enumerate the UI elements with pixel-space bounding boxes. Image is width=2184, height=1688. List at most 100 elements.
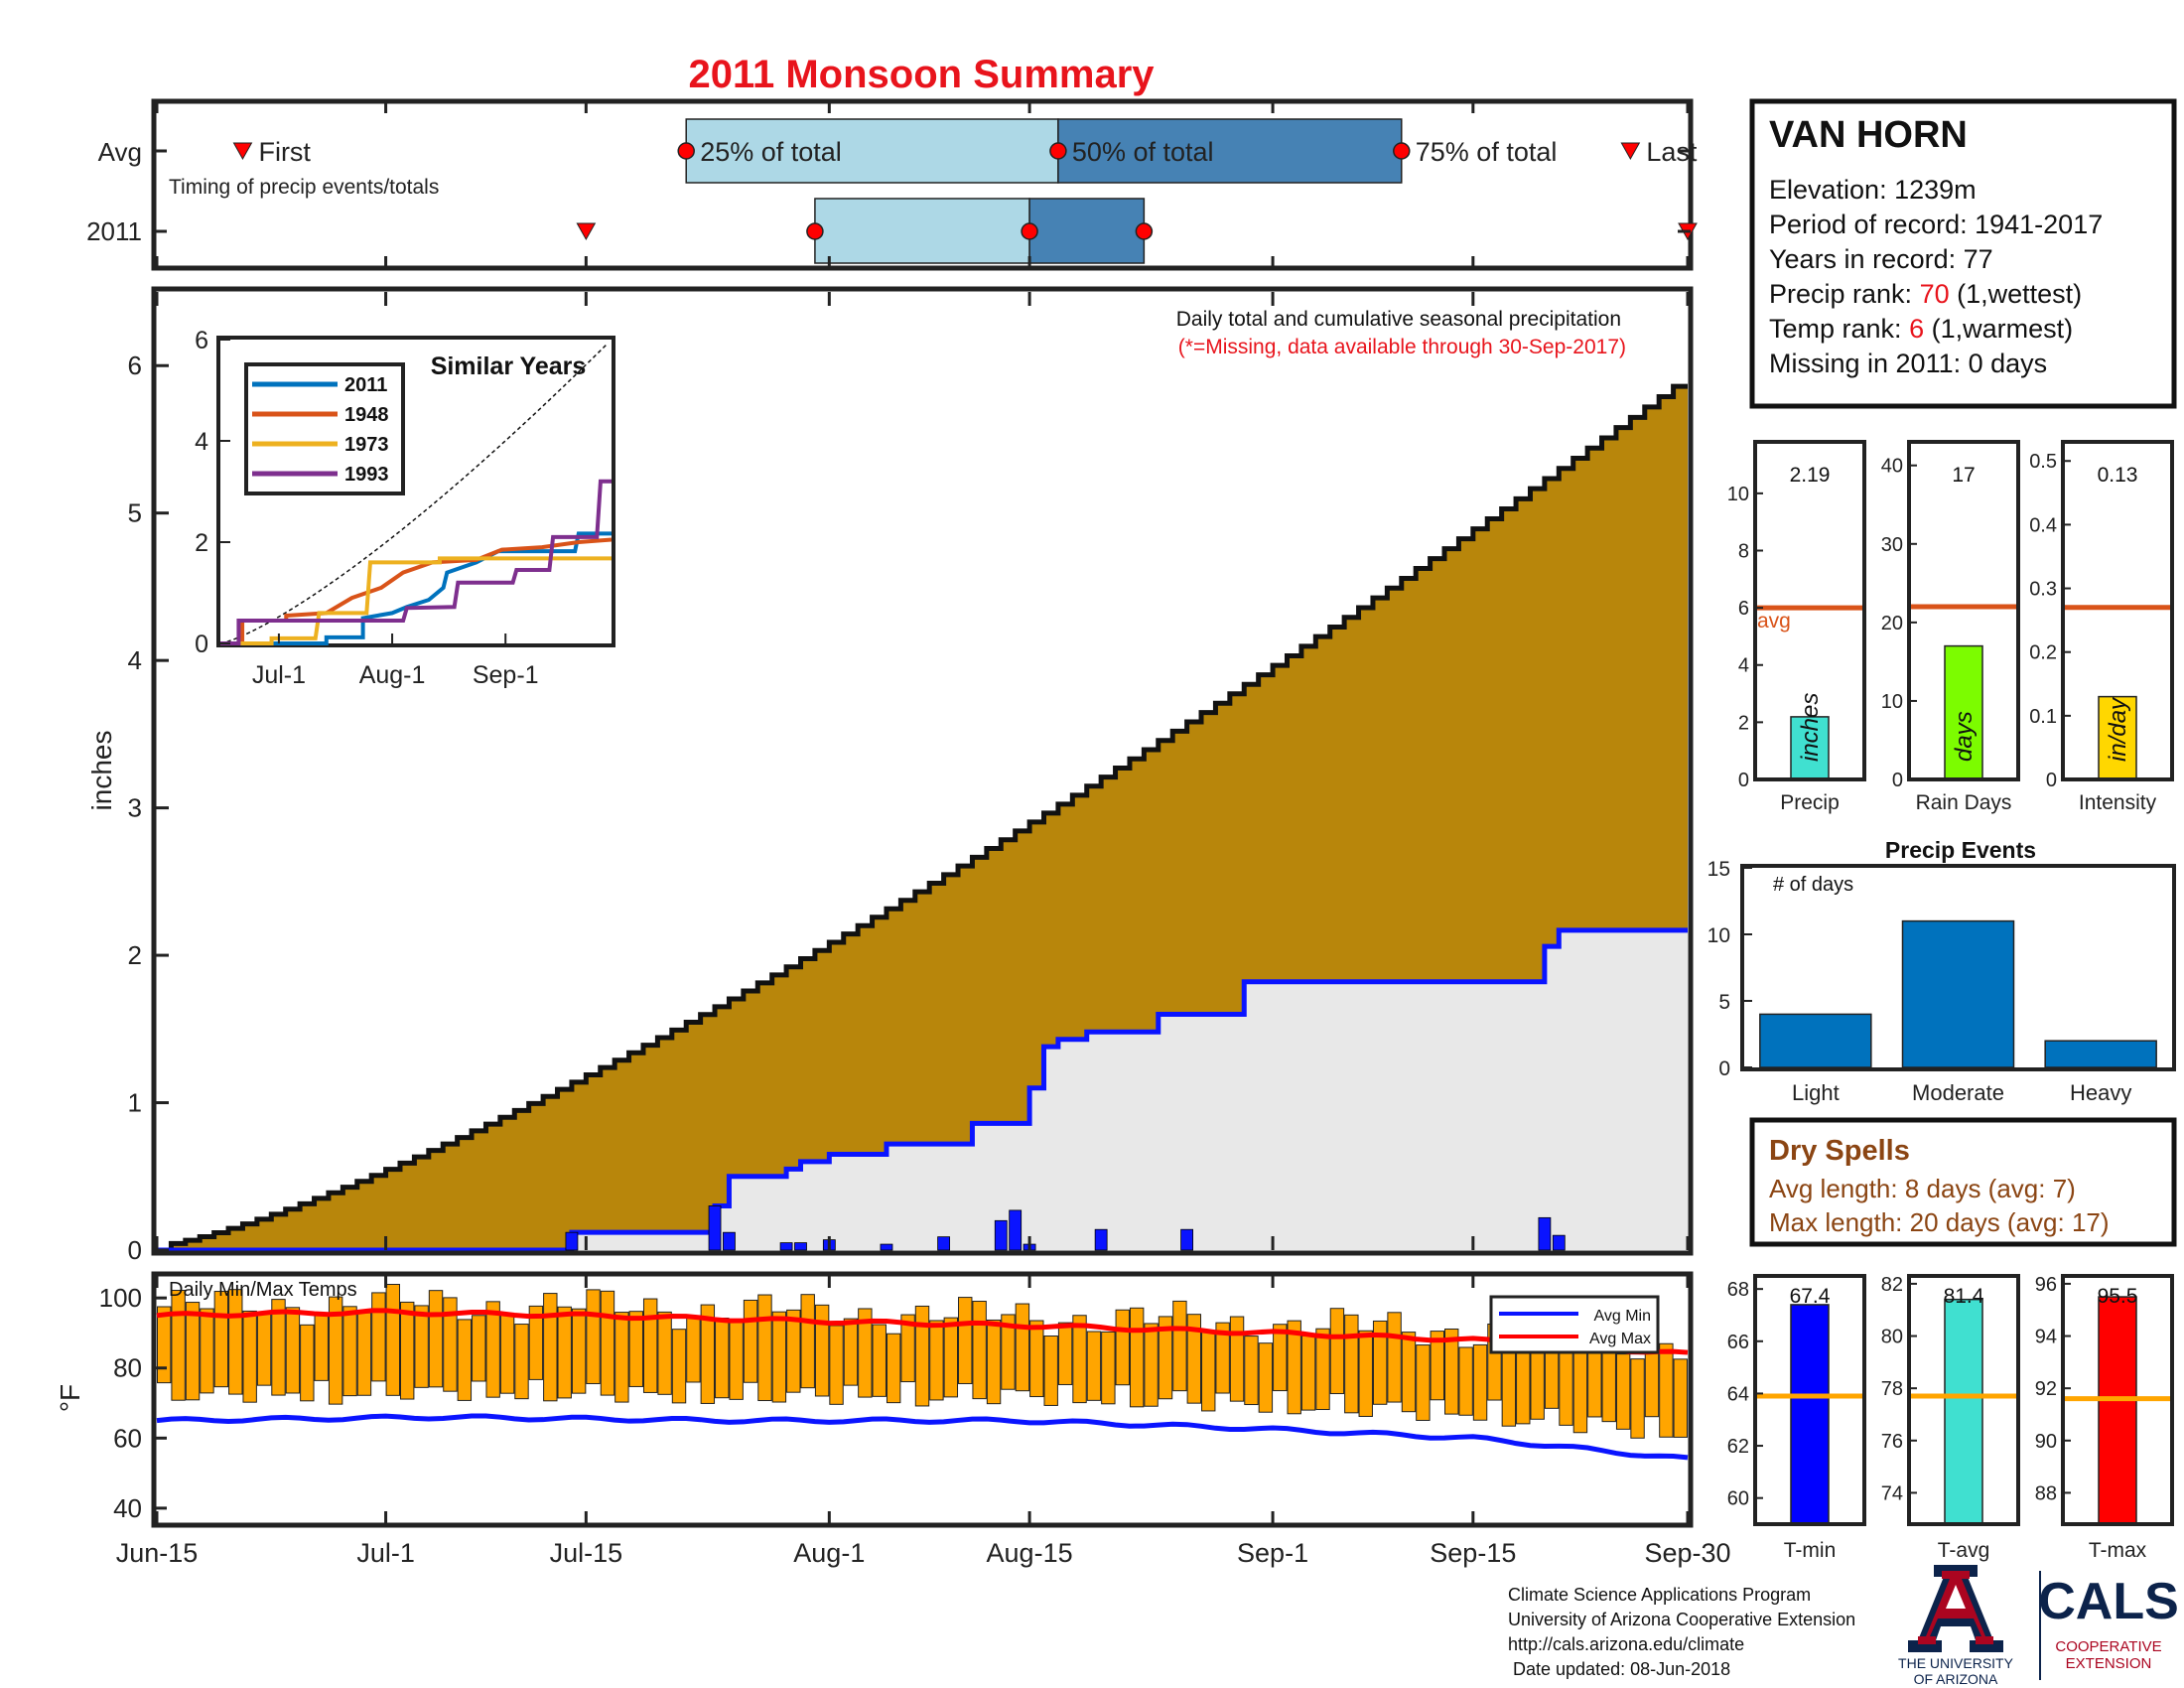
panel-label-T-min: T-min [1784,1539,1837,1562]
panel-ytick-label-Precip-10: 10 [1727,484,1749,505]
daily-precip-bar-1 [708,1205,722,1251]
panel-ytick-label-Intensity-0: 0 [2046,770,2057,791]
x-axis-label-7: Sep-30 [1644,1538,1730,1568]
x-axis-date-labels: Jun-15 Jul-1 Jul-15 Aug-1 Aug-15 Sep-1 Sep-15 S… [116,1538,1731,1568]
panel-label-T-max: T-max [2089,1539,2147,1562]
temp-plot-frame [151,1271,1694,1528]
timing-triangle-first-1 [576,222,597,241]
daily-temp-bar-2 [185,1302,201,1401]
panel-bar-T-max [2098,1296,2137,1525]
daily-temp-bar-19 [428,1290,444,1388]
daily-temp-bar-67 [1115,1309,1130,1386]
daily-temp-bar-37 [686,1316,701,1383]
x-axis-label-6: Sep-15 [1430,1538,1516,1568]
main-ytick-label-0: 0 [128,1235,142,1265]
daily-temp-bar-53 [914,1305,930,1407]
panel-bar-Precip [1790,716,1830,780]
daily-temp-bar-59 [1001,1314,1016,1390]
season-temps-panels: 60 62 64 66 68 67.4 T-min 74 76 78 80 82 81.4 T-avg 88… [1727,1274,2174,1562]
inset-legend-label-1948: 1948 [344,404,389,426]
cals-logo: CALS [2038,1573,2179,1630]
daily-temp-bar-54 [929,1320,944,1401]
daily-temp-bar-14 [356,1312,372,1396]
panel-label-T-avg: T-avg [1938,1539,1990,1562]
main-ylabel: inches [86,731,117,811]
daily-precip-bar-2 [723,1231,736,1251]
daily-temp-bar-78 [1273,1324,1288,1392]
panel-ytick-label-Intensity-0.1: 0.1 [2029,706,2057,728]
daily-temp-bar-92 [1472,1343,1488,1421]
panel-frame-T-avg [1907,1274,2020,1526]
main-plot-frame [151,286,1694,1256]
panel-label-Intensity: Intensity [2079,791,2157,814]
panel-frame-T-max [2061,1274,2174,1526]
avg-min-temp-line [156,1413,1689,1461]
daily-temp-bar-0 [157,1306,172,1384]
daily-precip-bar-8 [994,1219,1008,1251]
main-missing-note: (*=Missing, data available through 30-Se… [1178,336,1626,358]
panel-ytick-label-Intensity-0.4: 0.4 [2029,514,2057,536]
daily-temp-bar-21 [457,1319,473,1401]
daily-temp-bar-99 [1572,1343,1588,1434]
panel-unit-Precip: inches [1797,693,1824,762]
inset-ytick-label-2: 2 [195,529,208,557]
daily-temp-bar-18 [414,1305,429,1388]
daily-temp-bar-10 [300,1324,315,1402]
daily-temp-bar-20 [443,1297,458,1392]
dry-spells-avg: Avg length: 8 days (avg: 7) [1769,1174,2076,1203]
station-missing: Missing in 2011: 0 days [1769,349,2047,378]
daily-temp-bar-82 [1329,1308,1345,1395]
daily-temp-bar-27 [543,1293,558,1402]
daily-temp-bar-30 [586,1289,601,1384]
footer-line-3: http://cals.arizona.edu/climate [1508,1634,1744,1654]
daily-temp-bar-48 [843,1318,859,1386]
station-precip-rank: Precip rank: 70 (1,wettest) [1769,279,2082,309]
daily-precip-bar-9 [1009,1209,1023,1251]
daily-temp-bar-89 [1430,1331,1445,1401]
station-years: Years in record: 77 [1769,244,1993,274]
timing-row-2011: 2011 [86,216,142,246]
panel-unit-Intensity: in/day [2105,696,2131,762]
panel-ytick-label-T-avg-82: 82 [1881,1274,1903,1296]
daily-temp-bar-50 [872,1324,887,1397]
panel-avg-label-Precip: avg [1757,610,1791,633]
station-frame [1749,98,2177,409]
daily-precip-bar-11 [1094,1228,1108,1251]
temp-title: Daily Min/Max Temps [169,1279,357,1301]
cals-logo-line-1: COOPERATIVE [2055,1638,2161,1655]
inset-ytick-label-4: 4 [195,428,208,456]
ua-logo-line-1: THE UNIVERSITY [1898,1655,2014,1671]
daily-temp-bar-29 [571,1308,587,1394]
x-axis-label-4: Aug-15 [987,1538,1073,1568]
events-category-Moderate: Moderate [1912,1080,2004,1105]
station-elevation: Elevation: 1239m [1769,175,1977,205]
panel-frame-T-min [1753,1274,1866,1526]
season-totals-panels: 0 2 4 6 8 10 2.19 Precip inches avg 0 10 20 30 40 17 Rai… [1727,440,2174,814]
panel-label-Precip: Precip [1780,791,1840,814]
station-name: VAN HORN [1769,114,1968,156]
panel-ytick-label-T-max-90: 90 [2035,1431,2057,1453]
temp-ylabel: °F [55,1384,85,1412]
panel-ytick-label-Rain Days-10: 10 [1881,691,1903,713]
inset-xtick-label-1: Aug-1 [359,661,426,689]
x-axis-label-3: Aug-1 [793,1538,865,1568]
daily-temp-bar-70 [1158,1316,1173,1400]
cumulative-2011-area [157,929,1688,1250]
daily-temp-bar-75 [1229,1316,1245,1402]
temp-rank-value: 6 [1909,314,1924,344]
panel-ytick-label-Precip-0: 0 [1738,770,1749,791]
cumulative-precip-chart: 0 1 2 3 4 5 6 inches Daily total and cumulativ… [86,286,1694,1265]
daily-precip-bar-3 [779,1242,793,1251]
daily-temp-bar-8 [271,1299,286,1396]
avg-max-temp-line [156,1308,1689,1355]
timing-row-avg: Avg [98,137,142,167]
panel-ytick-label-Intensity-0.2: 0.2 [2029,642,2057,664]
university-logos: THE UNIVERSITY OF ARIZONA CALS COOPERATI… [1898,1565,2179,1687]
inset-legend-label-1993: 1993 [344,464,389,486]
inset-series-1993 [220,479,612,645]
panel-value-Precip: 2.19 [1790,464,1831,487]
daily-temp-bar-47 [829,1325,844,1405]
daily-precip-bar-12 [1180,1228,1194,1251]
inset-legend-label-1973: 1973 [344,434,389,456]
